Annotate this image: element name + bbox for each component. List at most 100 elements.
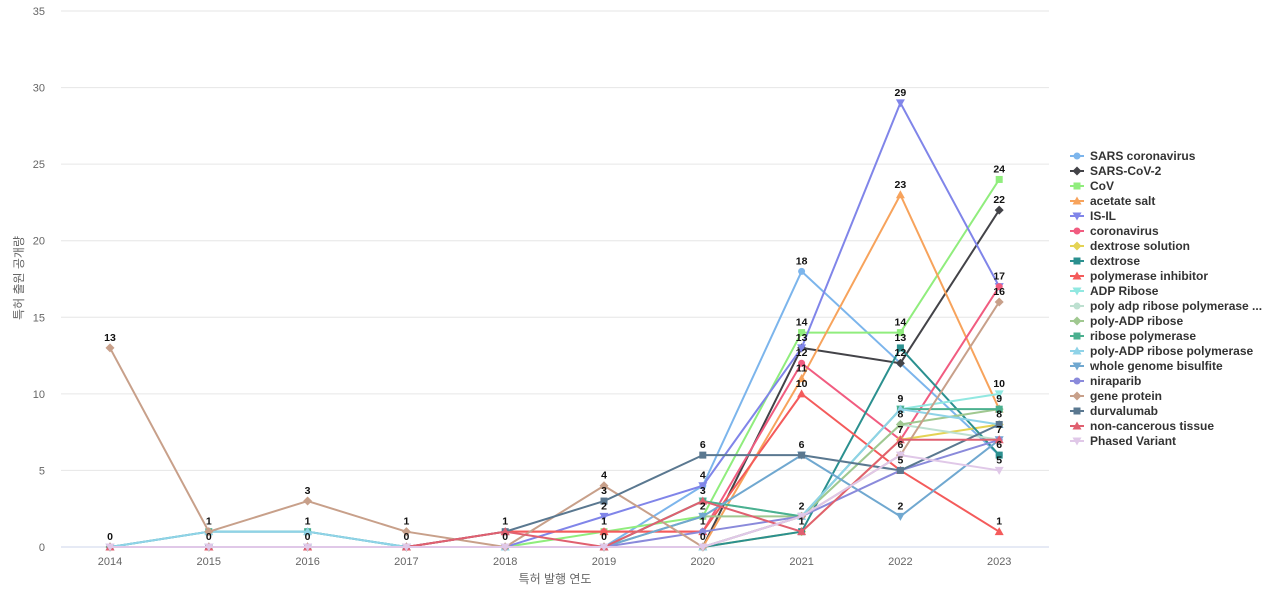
legend-item[interactable]: poly-ADP ribose polymerase [1070, 344, 1253, 358]
legend-item[interactable]: coronavirus [1070, 224, 1159, 238]
data-point[interactable] [798, 267, 806, 275]
data-point[interactable] [797, 389, 807, 398]
data-point[interactable] [303, 543, 313, 552]
data-label: 9 [897, 393, 903, 405]
legend-marker [1073, 332, 1081, 340]
data-point[interactable] [895, 512, 905, 521]
data-point[interactable] [895, 190, 905, 199]
legend-marker [1073, 377, 1081, 385]
data-point[interactable] [995, 405, 1003, 413]
data-point[interactable] [895, 435, 905, 444]
data-point[interactable] [994, 205, 1004, 215]
data-label: 13 [895, 332, 907, 344]
data-label: 18 [796, 255, 808, 267]
data-point[interactable] [500, 527, 510, 536]
data-point[interactable] [797, 527, 807, 536]
legend-item[interactable]: polymerase inhibitor [1070, 269, 1208, 283]
data-point[interactable] [204, 543, 214, 552]
legend-item[interactable]: dextrose [1070, 254, 1140, 268]
legend-item[interactable]: gene protein [1070, 389, 1162, 403]
data-point[interactable] [303, 527, 313, 536]
legend-marker [1073, 227, 1081, 235]
data-label: 0 [502, 531, 508, 543]
y-tick-label: 5 [39, 465, 45, 477]
data-label: 1 [700, 516, 706, 528]
data-point[interactable] [995, 420, 1003, 428]
data-point[interactable] [698, 543, 708, 552]
legend-item[interactable]: ribose polymerase [1070, 329, 1196, 343]
legend-item[interactable]: IS-IL [1070, 209, 1116, 223]
legend-marker [1072, 241, 1082, 251]
data-point[interactable] [994, 435, 1004, 444]
data-point[interactable] [698, 482, 708, 491]
data-label: 1 [206, 516, 212, 528]
data-point[interactable] [699, 528, 707, 536]
x-tick-label: 2023 [987, 556, 1011, 568]
data-point[interactable] [994, 297, 1004, 307]
data-point[interactable] [896, 466, 904, 474]
data-point[interactable] [994, 527, 1004, 536]
data-point[interactable] [599, 527, 609, 536]
legend-item[interactable]: Phased Variant [1070, 434, 1176, 448]
legend-item[interactable]: non-cancerous tissue [1070, 419, 1214, 433]
legend-item[interactable]: dextrose solution [1070, 239, 1190, 253]
data-point[interactable] [895, 358, 905, 368]
data-point[interactable] [895, 419, 905, 429]
data-point[interactable] [401, 527, 411, 537]
data-point[interactable] [895, 99, 905, 108]
legend-item[interactable]: CoV [1070, 179, 1114, 193]
legend-item[interactable]: SARS-CoV-2 [1070, 164, 1162, 178]
data-point[interactable] [995, 451, 1003, 459]
legend-item[interactable]: poly adp ribose polymerase ... [1070, 299, 1262, 313]
data-point[interactable] [798, 359, 806, 367]
data-point[interactable] [600, 497, 608, 505]
data-label: 5 [897, 454, 903, 466]
legend-item[interactable]: ADP Ribose [1070, 284, 1159, 298]
data-point[interactable] [895, 404, 905, 413]
data-point[interactable] [599, 481, 609, 491]
data-point[interactable] [994, 466, 1004, 475]
data-point[interactable] [401, 543, 411, 552]
data-point[interactable] [798, 451, 806, 459]
legend-marker [1073, 302, 1081, 310]
data-point[interactable] [994, 390, 1004, 399]
data-point[interactable] [995, 175, 1003, 183]
data-point[interactable] [698, 512, 708, 521]
legend-marker [1072, 437, 1082, 446]
series-poly-adp-ribose-polymerase [105, 404, 1004, 551]
data-point[interactable] [599, 512, 609, 521]
legend-item[interactable]: acetate salt [1070, 194, 1155, 208]
series-sars-cov-2 [105, 205, 1004, 552]
data-point[interactable] [599, 543, 609, 552]
legend-label: non-cancerous tissue [1090, 419, 1214, 433]
data-point[interactable] [698, 496, 708, 505]
legend-label: ribose polymerase [1090, 329, 1196, 343]
data-point[interactable] [500, 543, 510, 552]
data-point[interactable] [797, 512, 807, 521]
legend-item[interactable]: poly-ADP ribose [1070, 314, 1183, 328]
data-point[interactable] [105, 543, 115, 552]
legend-label: poly-ADP ribose [1090, 314, 1183, 328]
data-point[interactable] [798, 329, 806, 337]
data-label: 1 [305, 516, 311, 528]
legend-item[interactable]: whole genome bisulfite [1070, 359, 1223, 373]
data-point[interactable] [797, 344, 807, 353]
legend-item[interactable]: niraparib [1070, 374, 1141, 388]
data-point[interactable] [204, 527, 214, 537]
data-point[interactable] [896, 344, 904, 352]
data-label: 16 [993, 286, 1005, 298]
legend-label: dextrose solution [1090, 239, 1190, 253]
data-point[interactable] [105, 343, 115, 353]
data-point[interactable] [895, 451, 905, 460]
legend-item[interactable]: SARS coronavirus [1070, 149, 1196, 163]
data-point[interactable] [797, 374, 807, 383]
y-axis-title: 특허 출원 공개량 [12, 236, 26, 320]
data-point[interactable] [995, 283, 1003, 291]
data-point[interactable] [896, 329, 904, 337]
data-point[interactable] [699, 451, 707, 459]
legend-item[interactable]: durvalumab [1070, 404, 1158, 418]
data-label: 2 [700, 500, 706, 512]
y-tick-label: 10 [33, 389, 45, 401]
data-point[interactable] [303, 496, 313, 506]
